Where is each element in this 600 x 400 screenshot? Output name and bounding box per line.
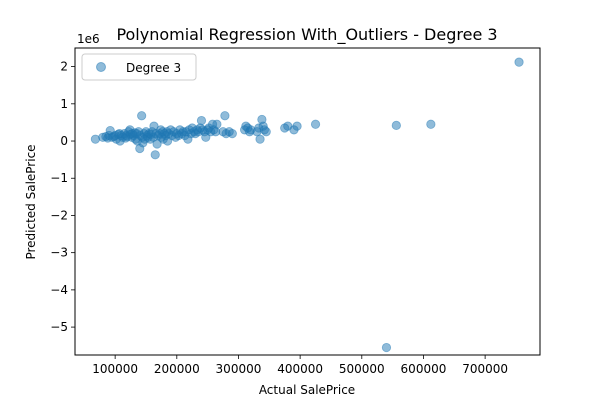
scatter-point (227, 128, 237, 139)
scatter-point (261, 127, 271, 137)
y-tick-label: −1 (50, 171, 68, 185)
legend-label: Degree 3 (126, 61, 181, 75)
scatter-point (310, 119, 321, 129)
chart-title: Polynomial Regression With_Outliers - De… (116, 25, 497, 45)
y-axis-ticks: −5 −4 −3 −2 −1 0 1 2 (50, 60, 75, 334)
y-tick-label: −4 (50, 283, 68, 297)
x-axis-ticks: 100000 200000 300000 400000 500000 600000 7000… (92, 355, 508, 376)
x-tick-label: 200000 (154, 362, 200, 376)
y-tick-label: 0 (60, 134, 68, 148)
x-tick-label: 700000 (462, 362, 508, 376)
legend-marker (96, 62, 106, 72)
scatter-point (391, 120, 401, 131)
scatter-point (220, 111, 230, 121)
y-tick-label: −5 (50, 320, 68, 334)
x-tick-label: 600000 (401, 362, 447, 376)
y-tick-label: 2 (60, 60, 68, 74)
scatter-point (137, 111, 147, 121)
y-tick-label: −2 (50, 208, 68, 222)
scatter-point (381, 342, 392, 353)
y-scale-offset-label: 1e6 (77, 32, 100, 46)
scatter-point (292, 121, 302, 131)
y-tick-label: 1 (60, 97, 68, 111)
data-points (90, 57, 524, 353)
legend: Degree 3 (81, 53, 197, 81)
scatter-point (514, 57, 524, 67)
scatter-point (426, 119, 436, 129)
plot-frame (74, 47, 541, 356)
scatter-point (255, 134, 265, 144)
scatter-point (212, 119, 222, 129)
x-tick-label: 400000 (277, 362, 323, 376)
x-tick-label: 100000 (92, 362, 138, 376)
scatter-point (196, 115, 207, 126)
x-tick-label: 300000 (216, 362, 262, 376)
x-axis-title: Actual SalePrice (259, 383, 355, 397)
y-tick-label: −3 (50, 246, 68, 260)
scatter-point (150, 150, 160, 160)
y-axis-title: Predicted SalePrice (24, 144, 38, 259)
legend-frame (81, 53, 197, 81)
x-tick-label: 500000 (339, 362, 385, 376)
